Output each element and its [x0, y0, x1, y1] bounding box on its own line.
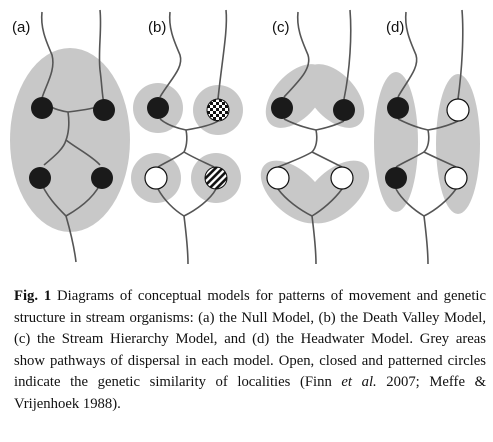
- checkered-circle: [206, 98, 230, 122]
- panel-label-c: (c): [272, 19, 290, 36]
- open-circle: [144, 166, 168, 190]
- striped-circle: [204, 166, 228, 190]
- open-circle: [330, 166, 354, 190]
- panel-d: (d): [374, 9, 480, 265]
- panel-c: (c): [260, 9, 370, 265]
- closed-circle: [387, 97, 409, 119]
- caption-et-al: et al.: [341, 374, 377, 390]
- dispersal-area: [10, 48, 130, 232]
- closed-circle: [333, 99, 355, 121]
- closed-circle: [29, 167, 51, 189]
- panel-label-b: (b): [148, 19, 166, 36]
- conceptual-model-diagrams: (a) (b): [10, 9, 480, 265]
- closed-circle: [91, 167, 113, 189]
- panel-b: (b): [131, 9, 243, 265]
- caption-text: Diagrams of conceptual models for patter…: [14, 288, 486, 390]
- closed-circle: [147, 97, 169, 119]
- closed-circle: [31, 97, 53, 119]
- dispersal-area: [374, 72, 418, 212]
- closed-circle: [385, 167, 407, 189]
- figure-caption: Fig. 1 Diagrams of conceptual models for…: [14, 286, 486, 415]
- open-circle: [444, 166, 468, 190]
- panel-label-d: (d): [386, 19, 404, 36]
- panel-label-a: (a): [12, 19, 30, 36]
- stream-network: [157, 9, 228, 265]
- closed-circle: [271, 97, 293, 119]
- panel-a: (a): [10, 9, 130, 263]
- closed-circle: [93, 99, 115, 121]
- open-circle: [266, 166, 290, 190]
- stream-network: [277, 9, 352, 265]
- figure-number: Fig. 1: [14, 288, 52, 304]
- stream-network: [395, 9, 464, 265]
- open-circle: [446, 98, 470, 122]
- caption-text-end: 2007; Meffe & Vrijenhoek 1988).: [14, 374, 486, 412]
